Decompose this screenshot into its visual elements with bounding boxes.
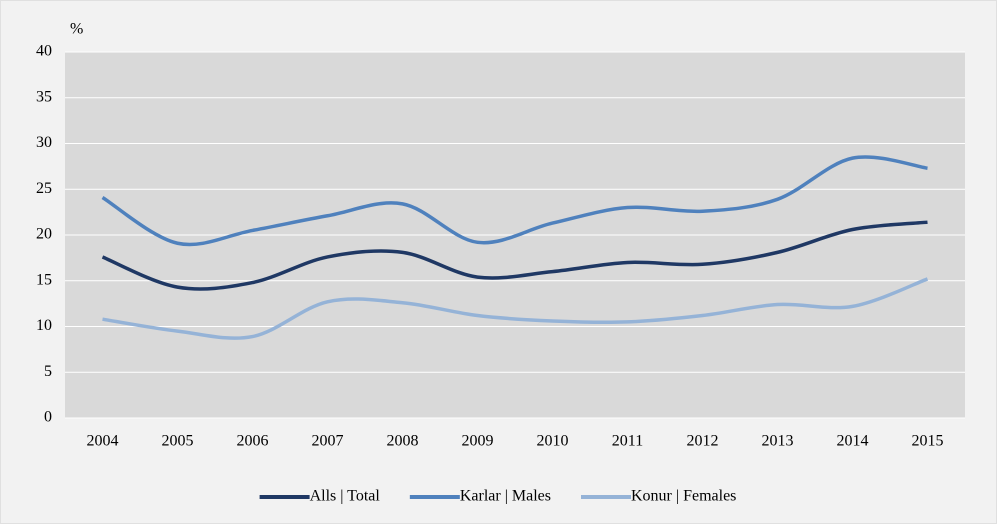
y-tick-label: 30 [36,134,52,151]
legend-label: Alls | Total [310,488,381,505]
legend-label: Konur | Females [631,488,736,505]
y-tick-label: 35 [36,88,52,105]
x-tick-label: 2012 [687,433,719,450]
x-tick-label: 2015 [912,433,944,450]
x-tick-label: 2007 [312,433,344,450]
x-tick-label: 2013 [762,433,794,450]
x-tick-label: 2006 [237,433,269,450]
x-tick-label: 2004 [87,433,119,450]
y-tick-label: 25 [36,180,52,197]
y-tick-label: 40 [36,43,52,60]
x-tick-label: 2009 [462,433,494,450]
y-tick-label: 15 [36,271,52,288]
x-tick-label: 2008 [387,433,419,450]
y-tick-label: 0 [44,409,52,426]
y-axis-label: % [70,21,83,38]
x-tick-label: 2005 [162,433,194,450]
y-tick-label: 5 [44,363,52,380]
x-tick-label: 2011 [612,433,643,450]
series-line [101,220,928,291]
y-tick-label: 20 [36,226,52,243]
series-line [102,277,929,340]
legend-label: Karlar | Males [460,488,551,505]
x-tick-label: 2014 [837,433,869,450]
y-tick-label: 10 [36,317,52,334]
x-tick-label: 2010 [537,433,569,450]
series-line [101,155,928,247]
